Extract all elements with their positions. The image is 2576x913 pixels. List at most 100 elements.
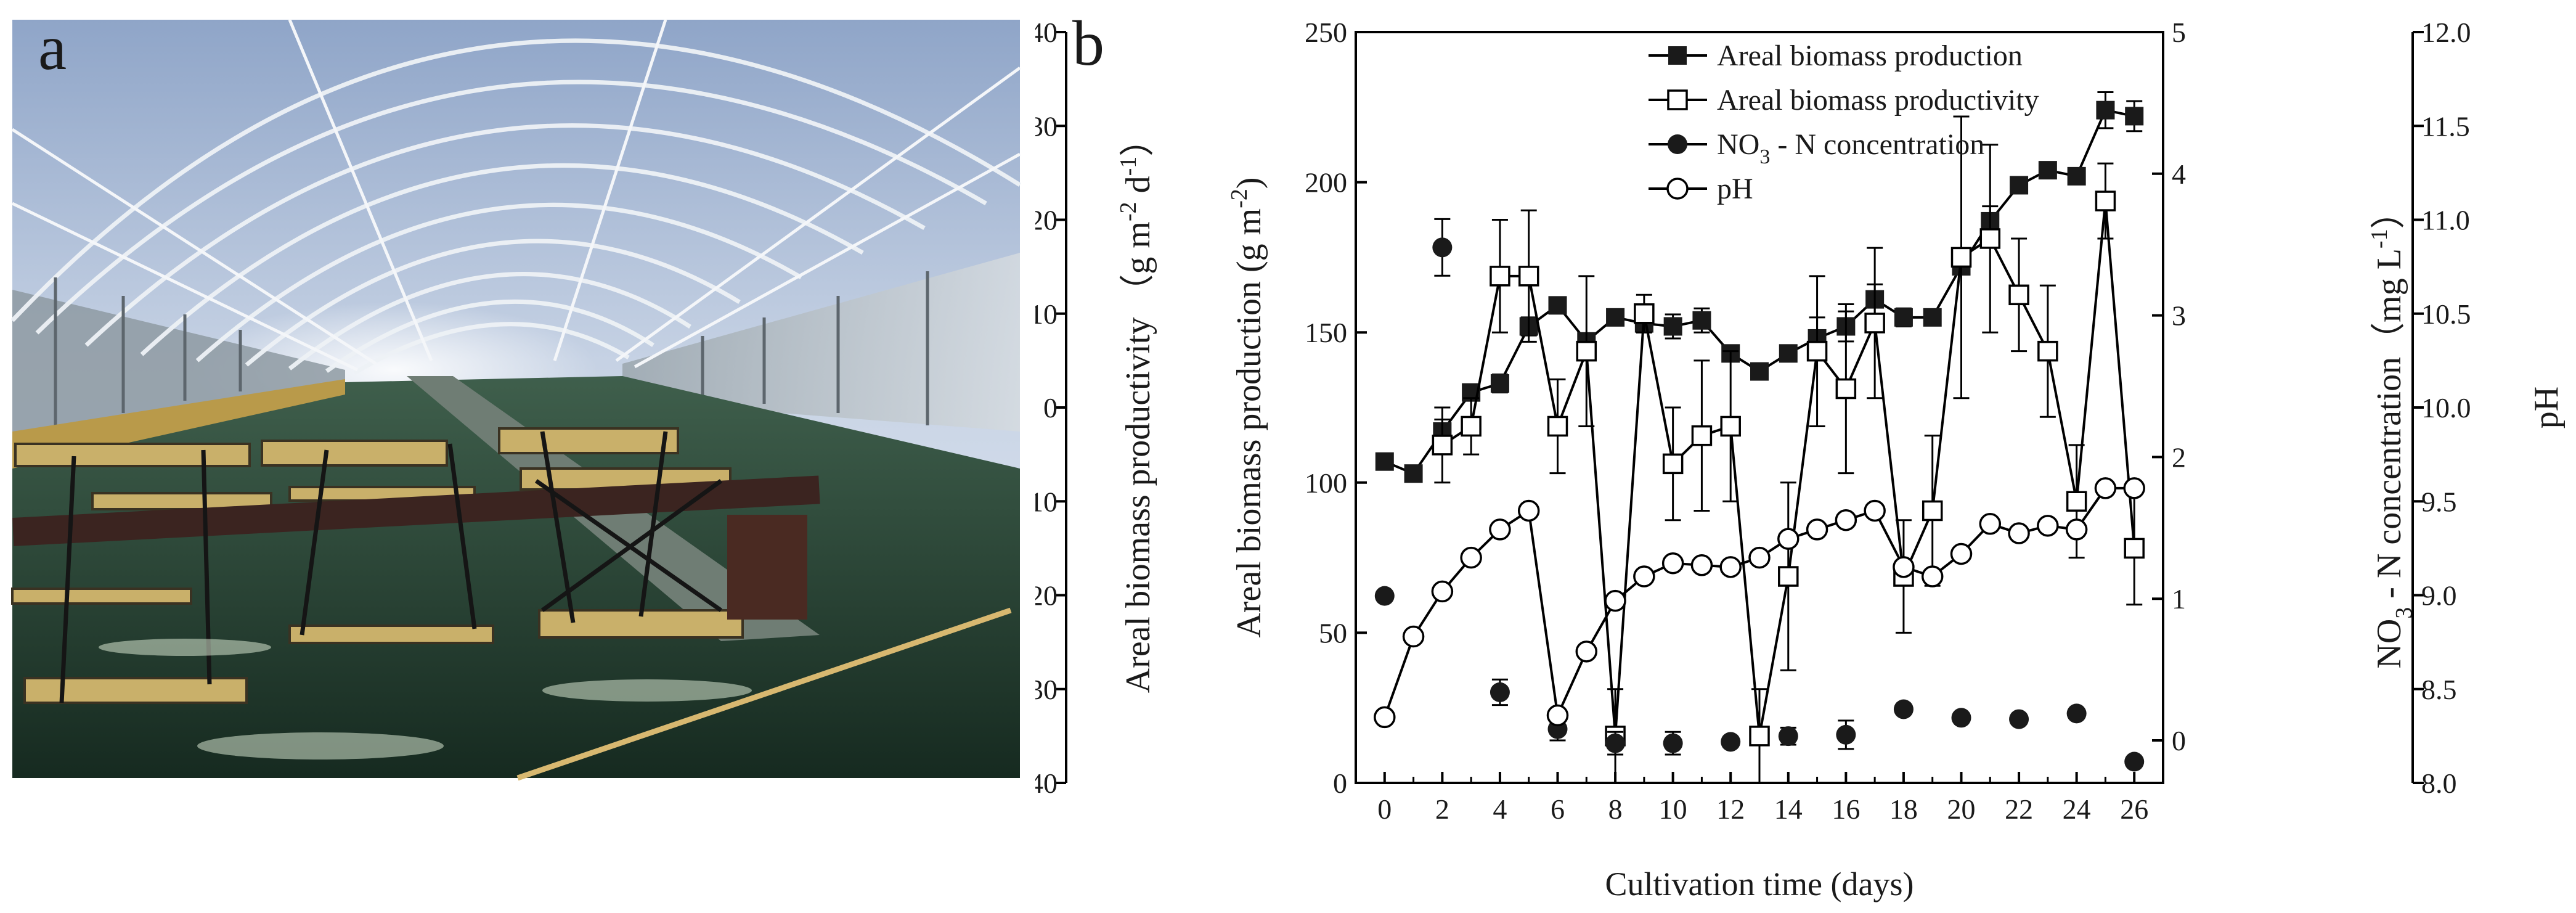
nitrate-label-text: - N concentration（mg L — [2370, 248, 2408, 607]
nitrate-tick-label: 0 — [2172, 725, 2186, 756]
data-point — [1461, 416, 1482, 437]
nitrate-tick-label: 3 — [2172, 300, 2186, 332]
nitrate-tick-label: 2 — [2172, 441, 2186, 473]
nitrate-label-no: NO — [2370, 619, 2408, 669]
data-point — [1663, 733, 1683, 753]
data-point — [1748, 546, 1771, 569]
data-point — [1690, 554, 1713, 576]
data-point — [1749, 726, 1770, 747]
nitrate-label-sub: 3 — [2391, 607, 2417, 619]
x-tick-label: 24 — [2063, 793, 2091, 825]
data-point — [2066, 491, 2087, 512]
productivity-label-close: ） — [1119, 122, 1157, 157]
data-point — [1432, 435, 1453, 456]
x-axis: 0 2 4 6 8 10 12 14 16 18 20 22 24 26 — [1377, 772, 2148, 825]
data-point — [1604, 589, 1626, 612]
data-point — [1894, 308, 1913, 327]
data-point — [1979, 513, 2002, 535]
production-axis-label: Areal biomass production (g m-2) — [1226, 177, 1268, 637]
productivity-label-exp2: -1 — [1115, 157, 1141, 176]
data-point — [1806, 518, 1828, 541]
data-point — [1634, 303, 1655, 324]
legend-marker-productivity — [1667, 89, 1688, 110]
productivity-axis-label: Areal biomass productivity （g m-2 d-1） — [1115, 122, 1157, 694]
nitrate-tick-label: 1 — [2172, 583, 2186, 615]
data-point — [2125, 107, 2144, 126]
productivity-tick-label: 30 — [1035, 110, 1058, 142]
productivity-label-d: d — [1119, 176, 1157, 202]
productivity-tick-label: -10 — [1035, 486, 1058, 517]
data-point — [1777, 528, 1800, 550]
data-point — [1806, 340, 1828, 362]
data-point — [1778, 566, 1799, 587]
productivity-tick-label: 0 — [1043, 392, 1058, 424]
x-tick-label: 18 — [1889, 793, 1918, 825]
data-point — [1692, 311, 1711, 330]
x-tick-label: 4 — [1493, 793, 1507, 825]
productivity-tick-label: -30 — [1035, 674, 1058, 705]
data-point — [2124, 751, 2145, 772]
data-point — [1576, 340, 1597, 362]
data-point — [1893, 556, 1915, 578]
ph-axis-label: pH — [2527, 387, 2566, 428]
productivity-tick-label: -40 — [1035, 768, 1058, 799]
x-tick-label: 2 — [1435, 793, 1449, 825]
productivity-axis: -40 -30 -20 -10 0 10 20 30 40 — [1020, 17, 1066, 799]
productivity-tick-label: -20 — [1035, 580, 1058, 612]
production-label-text: Areal biomass production (g m — [1230, 208, 1268, 638]
production-tick-label: 0 — [1333, 768, 1347, 799]
data-point — [1518, 266, 1539, 287]
data-point — [2009, 709, 2029, 729]
data-point — [1431, 580, 1454, 603]
data-point — [1835, 378, 1857, 399]
data-point — [2065, 518, 2088, 541]
data-point — [1662, 453, 1684, 475]
data-point — [1548, 296, 1567, 315]
legend-label-production: Areal biomass production — [1717, 39, 2023, 72]
data-point — [1517, 499, 1540, 522]
ph-tick-label: 8.0 — [2421, 768, 2457, 799]
ph-tick-label: 10.5 — [2421, 298, 2471, 330]
data-point — [1375, 452, 1394, 471]
data-point — [1374, 586, 1395, 606]
legend-marker-nitrate — [1668, 134, 1687, 154]
productivity-tick-label: 10 — [1035, 298, 1058, 330]
production-tick-label: 250 — [1305, 17, 1347, 48]
productivity-tick-label: 40 — [1035, 17, 1058, 48]
series-3 — [1374, 218, 2145, 772]
x-tick-label: 26 — [2120, 793, 2148, 825]
x-tick-label: 0 — [1377, 793, 1392, 825]
data-point — [2038, 161, 2057, 180]
ph-tick-label: 9.0 — [2421, 580, 2457, 612]
data-point — [1836, 724, 1856, 745]
x-axis-label: Cultivation time (days) — [1605, 866, 1914, 903]
data-point — [1923, 308, 1942, 327]
data-point — [1633, 565, 1655, 588]
production-tick-label: 150 — [1305, 317, 1347, 348]
x-tick-label: 10 — [1659, 793, 1687, 825]
data-point — [1547, 416, 1568, 437]
data-point — [1922, 500, 1943, 522]
series-2 — [1432, 115, 2145, 784]
production-label-close: ) — [1230, 177, 1268, 189]
productivity-tick-label: 20 — [1035, 205, 1058, 236]
data-point — [1950, 247, 1972, 268]
data-point — [2123, 477, 2145, 499]
nitrate-tick-label: 4 — [2172, 158, 2186, 190]
data-point — [1402, 625, 1425, 648]
data-point — [1606, 308, 1625, 327]
data-point — [2096, 100, 2115, 120]
series-4 — [1374, 477, 2145, 729]
data-point — [1778, 726, 1798, 747]
data-point — [1779, 344, 1798, 363]
data-point — [2067, 166, 2086, 186]
x-tick-label: 16 — [1832, 793, 1860, 825]
panel-label-a: a — [38, 12, 67, 83]
legend-nitrate-no: NO — [1717, 128, 1759, 161]
data-point — [2095, 190, 2116, 211]
data-point — [1432, 237, 1453, 258]
data-point — [1835, 509, 1857, 531]
legend-nitrate-text: - N concentration — [1770, 128, 1984, 161]
data-point — [1979, 228, 2001, 249]
nitrate-tick-label: 5 — [2172, 17, 2186, 48]
